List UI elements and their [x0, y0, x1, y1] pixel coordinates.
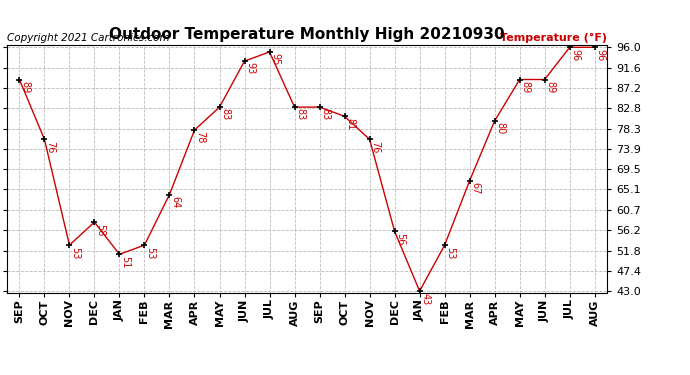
- Text: 53: 53: [445, 246, 455, 259]
- Text: 58: 58: [95, 224, 105, 236]
- Text: 80: 80: [495, 122, 505, 135]
- Text: 89: 89: [20, 81, 30, 93]
- Text: 53: 53: [145, 246, 155, 259]
- Title: Outdoor Temperature Monthly High 20210930: Outdoor Temperature Monthly High 2021093…: [109, 27, 505, 42]
- Text: 83: 83: [320, 108, 330, 121]
- Text: 83: 83: [295, 108, 305, 121]
- Text: 93: 93: [245, 63, 255, 75]
- Text: 51: 51: [120, 256, 130, 268]
- Text: 96: 96: [570, 49, 580, 61]
- Text: 43: 43: [420, 292, 430, 305]
- Text: 96: 96: [595, 49, 605, 61]
- Text: 78: 78: [195, 132, 205, 144]
- Text: 89: 89: [520, 81, 530, 93]
- Text: 64: 64: [170, 196, 180, 208]
- Text: 81: 81: [345, 118, 355, 130]
- Text: Temperature (°F): Temperature (°F): [500, 33, 607, 42]
- Text: 76: 76: [45, 141, 55, 153]
- Text: 67: 67: [470, 182, 480, 195]
- Text: 76: 76: [370, 141, 380, 153]
- Text: 83: 83: [220, 108, 230, 121]
- Text: Copyright 2021 Cartronics.com: Copyright 2021 Cartronics.com: [7, 33, 170, 42]
- Text: 56: 56: [395, 233, 405, 245]
- Text: 89: 89: [545, 81, 555, 93]
- Text: 95: 95: [270, 53, 280, 66]
- Text: 53: 53: [70, 246, 80, 259]
